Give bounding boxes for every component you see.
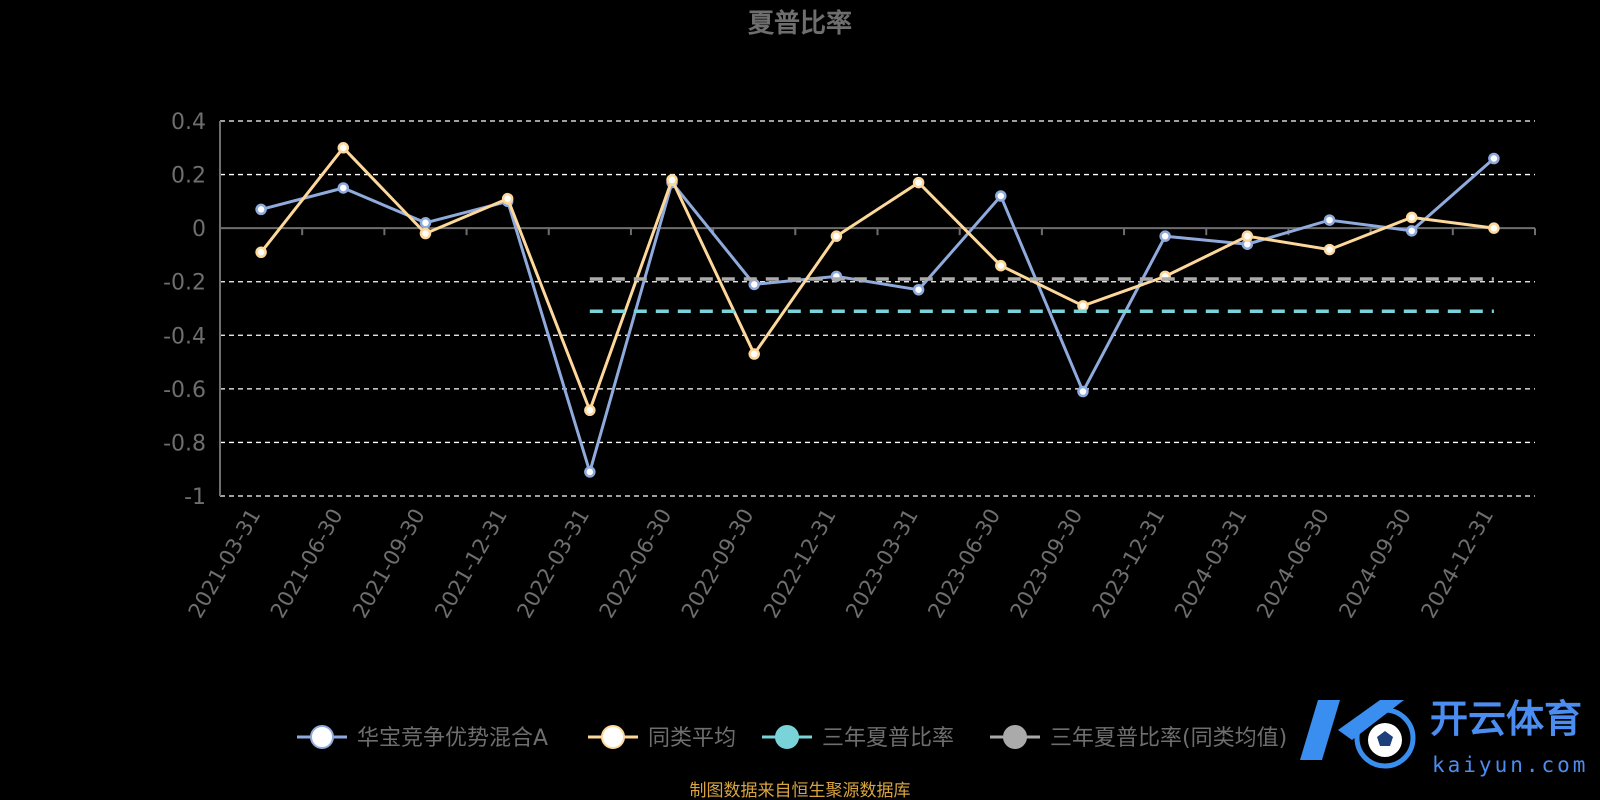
series-lines — [255, 142, 1500, 478]
series-line — [260, 157, 1495, 478]
data-point — [501, 192, 514, 205]
y-tick-label: 0.4 — [171, 110, 206, 135]
data-point — [748, 278, 760, 291]
y-tick-label: -0.6 — [163, 378, 206, 403]
data-point — [419, 217, 432, 229]
data-point — [1077, 300, 1089, 312]
y-tick-label: -0.2 — [163, 271, 206, 296]
data-point — [830, 230, 843, 242]
x-tick-label: 2022-06-30 — [595, 505, 677, 623]
data-point — [912, 284, 925, 296]
data-point — [912, 176, 925, 189]
y-tick-label: 0.2 — [171, 164, 206, 189]
data-point — [584, 404, 596, 417]
data-point — [1241, 230, 1254, 242]
chart-title: 夏普比率 — [748, 8, 852, 39]
legend-marker — [1003, 725, 1027, 749]
y-tick-label: 0 — [192, 217, 206, 242]
x-tick-label: 2021-06-30 — [266, 505, 348, 623]
legend-label: 三年夏普比率 — [822, 726, 954, 751]
x-tick-label: 2021-03-31 — [184, 505, 266, 623]
x-tick-label: 2024-09-30 — [1334, 505, 1416, 623]
data-point — [666, 174, 678, 186]
x-tick-label: 2023-09-30 — [1005, 505, 1087, 623]
data-point — [1488, 222, 1500, 234]
data-point — [748, 348, 760, 360]
legend-marker — [775, 725, 799, 749]
data-point — [255, 246, 267, 258]
k-soccer-ball-logo-icon — [1300, 700, 1416, 769]
watermark-sub: kaiyun.com — [1432, 753, 1588, 777]
x-tick-label: 2024-06-30 — [1252, 505, 1334, 623]
watermark-name: 开云体育 — [1430, 697, 1582, 741]
data-point — [995, 259, 1007, 272]
data-point — [584, 466, 596, 478]
data-point — [1077, 385, 1089, 398]
x-tick-label: 2022-12-31 — [759, 505, 841, 623]
x-tick-label: 2024-03-31 — [1170, 505, 1252, 623]
legend-label: 华宝竞争优势混合A — [357, 726, 548, 751]
y-tick-label: -0.4 — [163, 324, 206, 349]
data-point — [337, 142, 350, 154]
x-tick-label: 2022-09-30 — [677, 505, 759, 623]
y-tick-label: -1 — [184, 485, 206, 510]
y-tick-label: -0.8 — [163, 431, 206, 456]
data-point — [255, 203, 267, 216]
data-point — [1323, 243, 1336, 256]
data-point — [1323, 214, 1336, 226]
legend: 华宝竞争优势混合A 同类平均 三年夏普比率 三年夏普比率(同类均值) — [297, 725, 1287, 751]
legend-marker — [310, 725, 334, 749]
x-tick-label: 2023-12-31 — [1088, 505, 1170, 623]
legend-marker — [601, 725, 625, 749]
x-tick-label: 2022-03-31 — [512, 505, 594, 623]
data-point — [419, 227, 432, 240]
series-line — [259, 145, 1495, 415]
watermark-logo: 开云体育 kaiyun.com — [1300, 697, 1588, 777]
x-tick-label: 2023-06-30 — [923, 505, 1005, 623]
x-tick-label: 2023-03-31 — [841, 505, 923, 623]
data-point — [1488, 152, 1500, 165]
source-note: 制图数据来自恒生聚源数据库 — [690, 781, 911, 800]
data-point — [1405, 225, 1418, 237]
legend-label: 同类平均 — [648, 726, 736, 751]
x-tick-label: 2021-12-31 — [430, 505, 512, 623]
data-point — [995, 190, 1007, 202]
x-tick-label: 2021-09-30 — [348, 505, 430, 623]
data-point — [337, 182, 350, 194]
legend-label: 三年夏普比率(同类均值) — [1050, 726, 1287, 751]
data-point — [1159, 230, 1171, 242]
data-point — [1405, 211, 1418, 224]
grid-lines — [220, 120, 1535, 497]
x-tick-label: 2024-12-31 — [1416, 505, 1498, 623]
